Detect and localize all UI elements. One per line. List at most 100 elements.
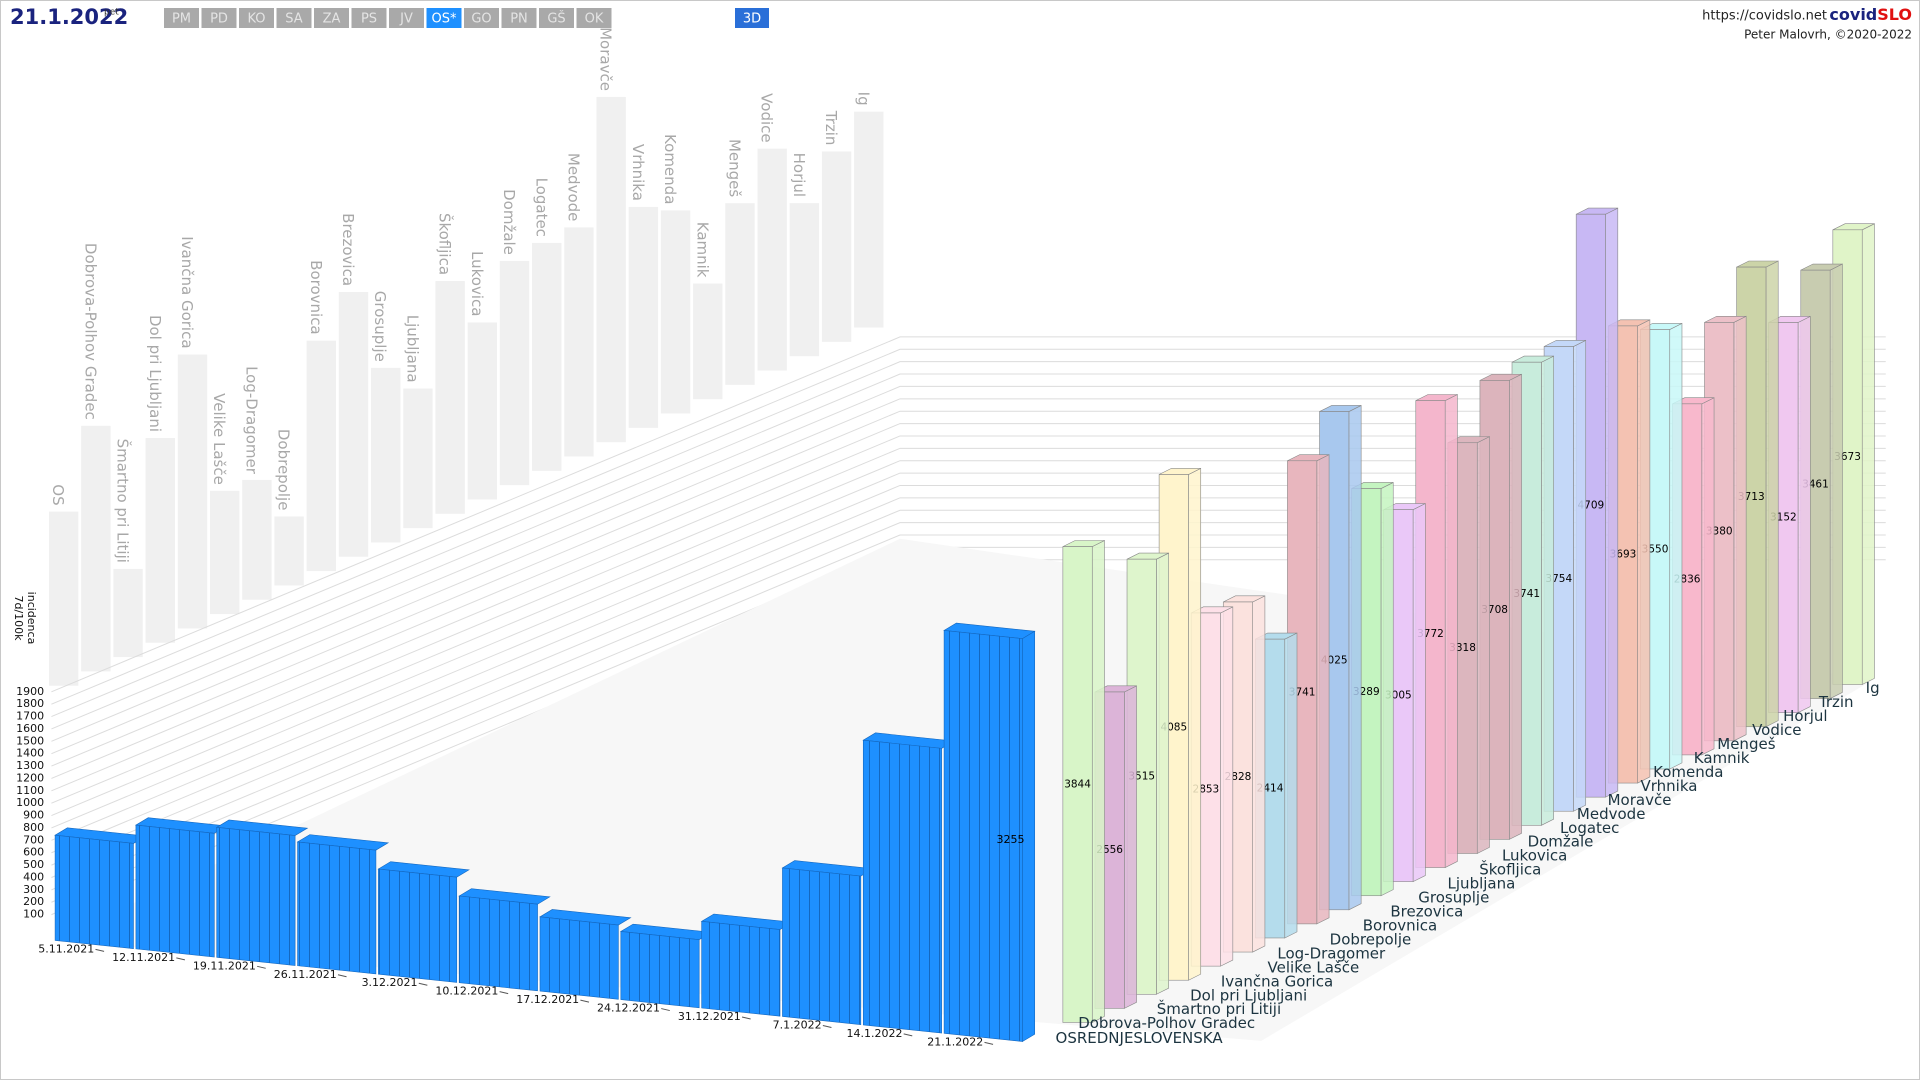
button-bg (351, 8, 387, 28)
os-bar (296, 834, 390, 975)
bar-side (1252, 595, 1266, 953)
bar-side (1509, 373, 1522, 840)
y-tick-label: 100 (23, 908, 44, 921)
x-tick (337, 974, 347, 978)
bar-front (862, 739, 942, 1034)
x-tick-label: 24.12.2021 (597, 1002, 660, 1015)
municipality-label: Brezovica (1390, 903, 1463, 921)
x-tick (741, 1016, 751, 1020)
weekday: pet (104, 8, 119, 18)
button-label: GO (471, 12, 491, 27)
x-tick-label: 19.11.2021 (193, 959, 256, 972)
button-bg (735, 8, 769, 28)
x-tick (176, 957, 186, 961)
bar-side (1669, 322, 1683, 770)
button-label: SA (285, 12, 302, 27)
region-button[interactable]: SA (276, 8, 312, 28)
button-label: OK (585, 12, 604, 27)
x-tick-label: 5.11.2021 (38, 942, 94, 955)
grid-line (51, 336, 1886, 693)
back-panel (274, 516, 304, 586)
municipality-label: Log-Dragomer (1277, 944, 1386, 962)
back-label: Horjul (790, 153, 808, 197)
button-bg (501, 8, 537, 28)
bar-front (458, 895, 538, 992)
os-bar (377, 861, 470, 983)
bar-front (297, 841, 377, 975)
chart: 1002003004005006007008009001000110012001… (12, 207, 1880, 1048)
back-label: Dobrepolje (275, 429, 293, 511)
region-button[interactable]: GO (464, 8, 499, 28)
municipality-label: Ig (1866, 679, 1880, 697)
back-label: Trzin (822, 110, 840, 146)
back-label: Velike Lašče (210, 393, 228, 485)
back-panel (371, 367, 401, 543)
bar-side (1605, 207, 1619, 798)
bar-front (54, 834, 134, 949)
region-button[interactable]: PM (164, 8, 199, 28)
region-button[interactable]: OS* (426, 8, 462, 28)
x-tick-label: 21.1.2022 (927, 1035, 983, 1048)
bar-side (1765, 260, 1779, 728)
back-panel (210, 490, 240, 615)
bar-side (1701, 397, 1715, 756)
bar-front (378, 868, 458, 983)
y-tick-label: 1900 (16, 685, 44, 698)
x-tick (903, 1033, 913, 1037)
x-tick-label: 3.12.2021 (362, 976, 418, 989)
bar-side (1541, 355, 1554, 826)
back-panel (177, 354, 208, 629)
y-tick-label: 800 (23, 821, 44, 834)
x-tick-label: 7.1.2022 (773, 1018, 822, 1031)
region-button[interactable]: OK (576, 8, 612, 28)
back-label: Škofljica (436, 213, 455, 275)
back-panel (81, 425, 111, 672)
bar-side (1091, 540, 1105, 1023)
region-button[interactable]: GŠ (539, 8, 574, 28)
region-button[interactable]: PD (201, 8, 237, 28)
bar-front (216, 827, 296, 966)
button-bg (539, 8, 574, 28)
back-label: Ljubljana (403, 315, 421, 383)
region-button[interactable]: JV (389, 8, 424, 28)
bar-front (620, 931, 700, 1009)
os-bar (700, 913, 794, 1017)
mode-button[interactable]: 3D (735, 8, 769, 28)
back-label: Komenda (661, 134, 679, 204)
back-panel (499, 260, 530, 486)
municipality-label: Dobrepolje (1330, 930, 1412, 948)
back-panel (596, 96, 626, 443)
municipality-label: Vrhnika (1640, 777, 1697, 795)
bar-side (1733, 315, 1747, 742)
brand-part: covid (1829, 5, 1877, 24)
region-button[interactable]: KO (239, 8, 274, 28)
button-bg (426, 8, 462, 28)
bar-side (1573, 339, 1587, 812)
bar-side (1284, 632, 1298, 939)
region-button[interactable]: PN (501, 8, 537, 28)
header: 21.1.2022 pet https://covidslo.net covid… (10, 5, 1912, 42)
y-tick-label: 600 (23, 846, 44, 859)
back-label: Moravče (597, 27, 615, 91)
button-bg (314, 8, 349, 28)
municipality-label: Ivančna Gorica (1221, 972, 1333, 990)
button-bg (464, 8, 499, 28)
back-panel (532, 242, 562, 471)
x-tick (418, 982, 428, 986)
x-tick (95, 948, 105, 952)
region-button[interactable]: ZA (314, 8, 349, 28)
municipality-label: Kamnik (1694, 749, 1750, 767)
x-tick-label: 12.11.2021 (112, 951, 175, 964)
button-bg (201, 8, 237, 28)
y-tick-label: 700 (23, 833, 44, 846)
back-panel (757, 148, 787, 371)
y-tick-label: 900 (23, 809, 44, 822)
municipality-label: Trzin (1818, 693, 1854, 711)
os-bar (539, 909, 632, 1000)
y-tick-label: 200 (23, 895, 44, 908)
back-label: Kamnik (693, 222, 711, 278)
bar-side (1412, 503, 1426, 883)
y-axis-label: incidenca (25, 592, 38, 645)
region-button[interactable]: PS (351, 8, 387, 28)
